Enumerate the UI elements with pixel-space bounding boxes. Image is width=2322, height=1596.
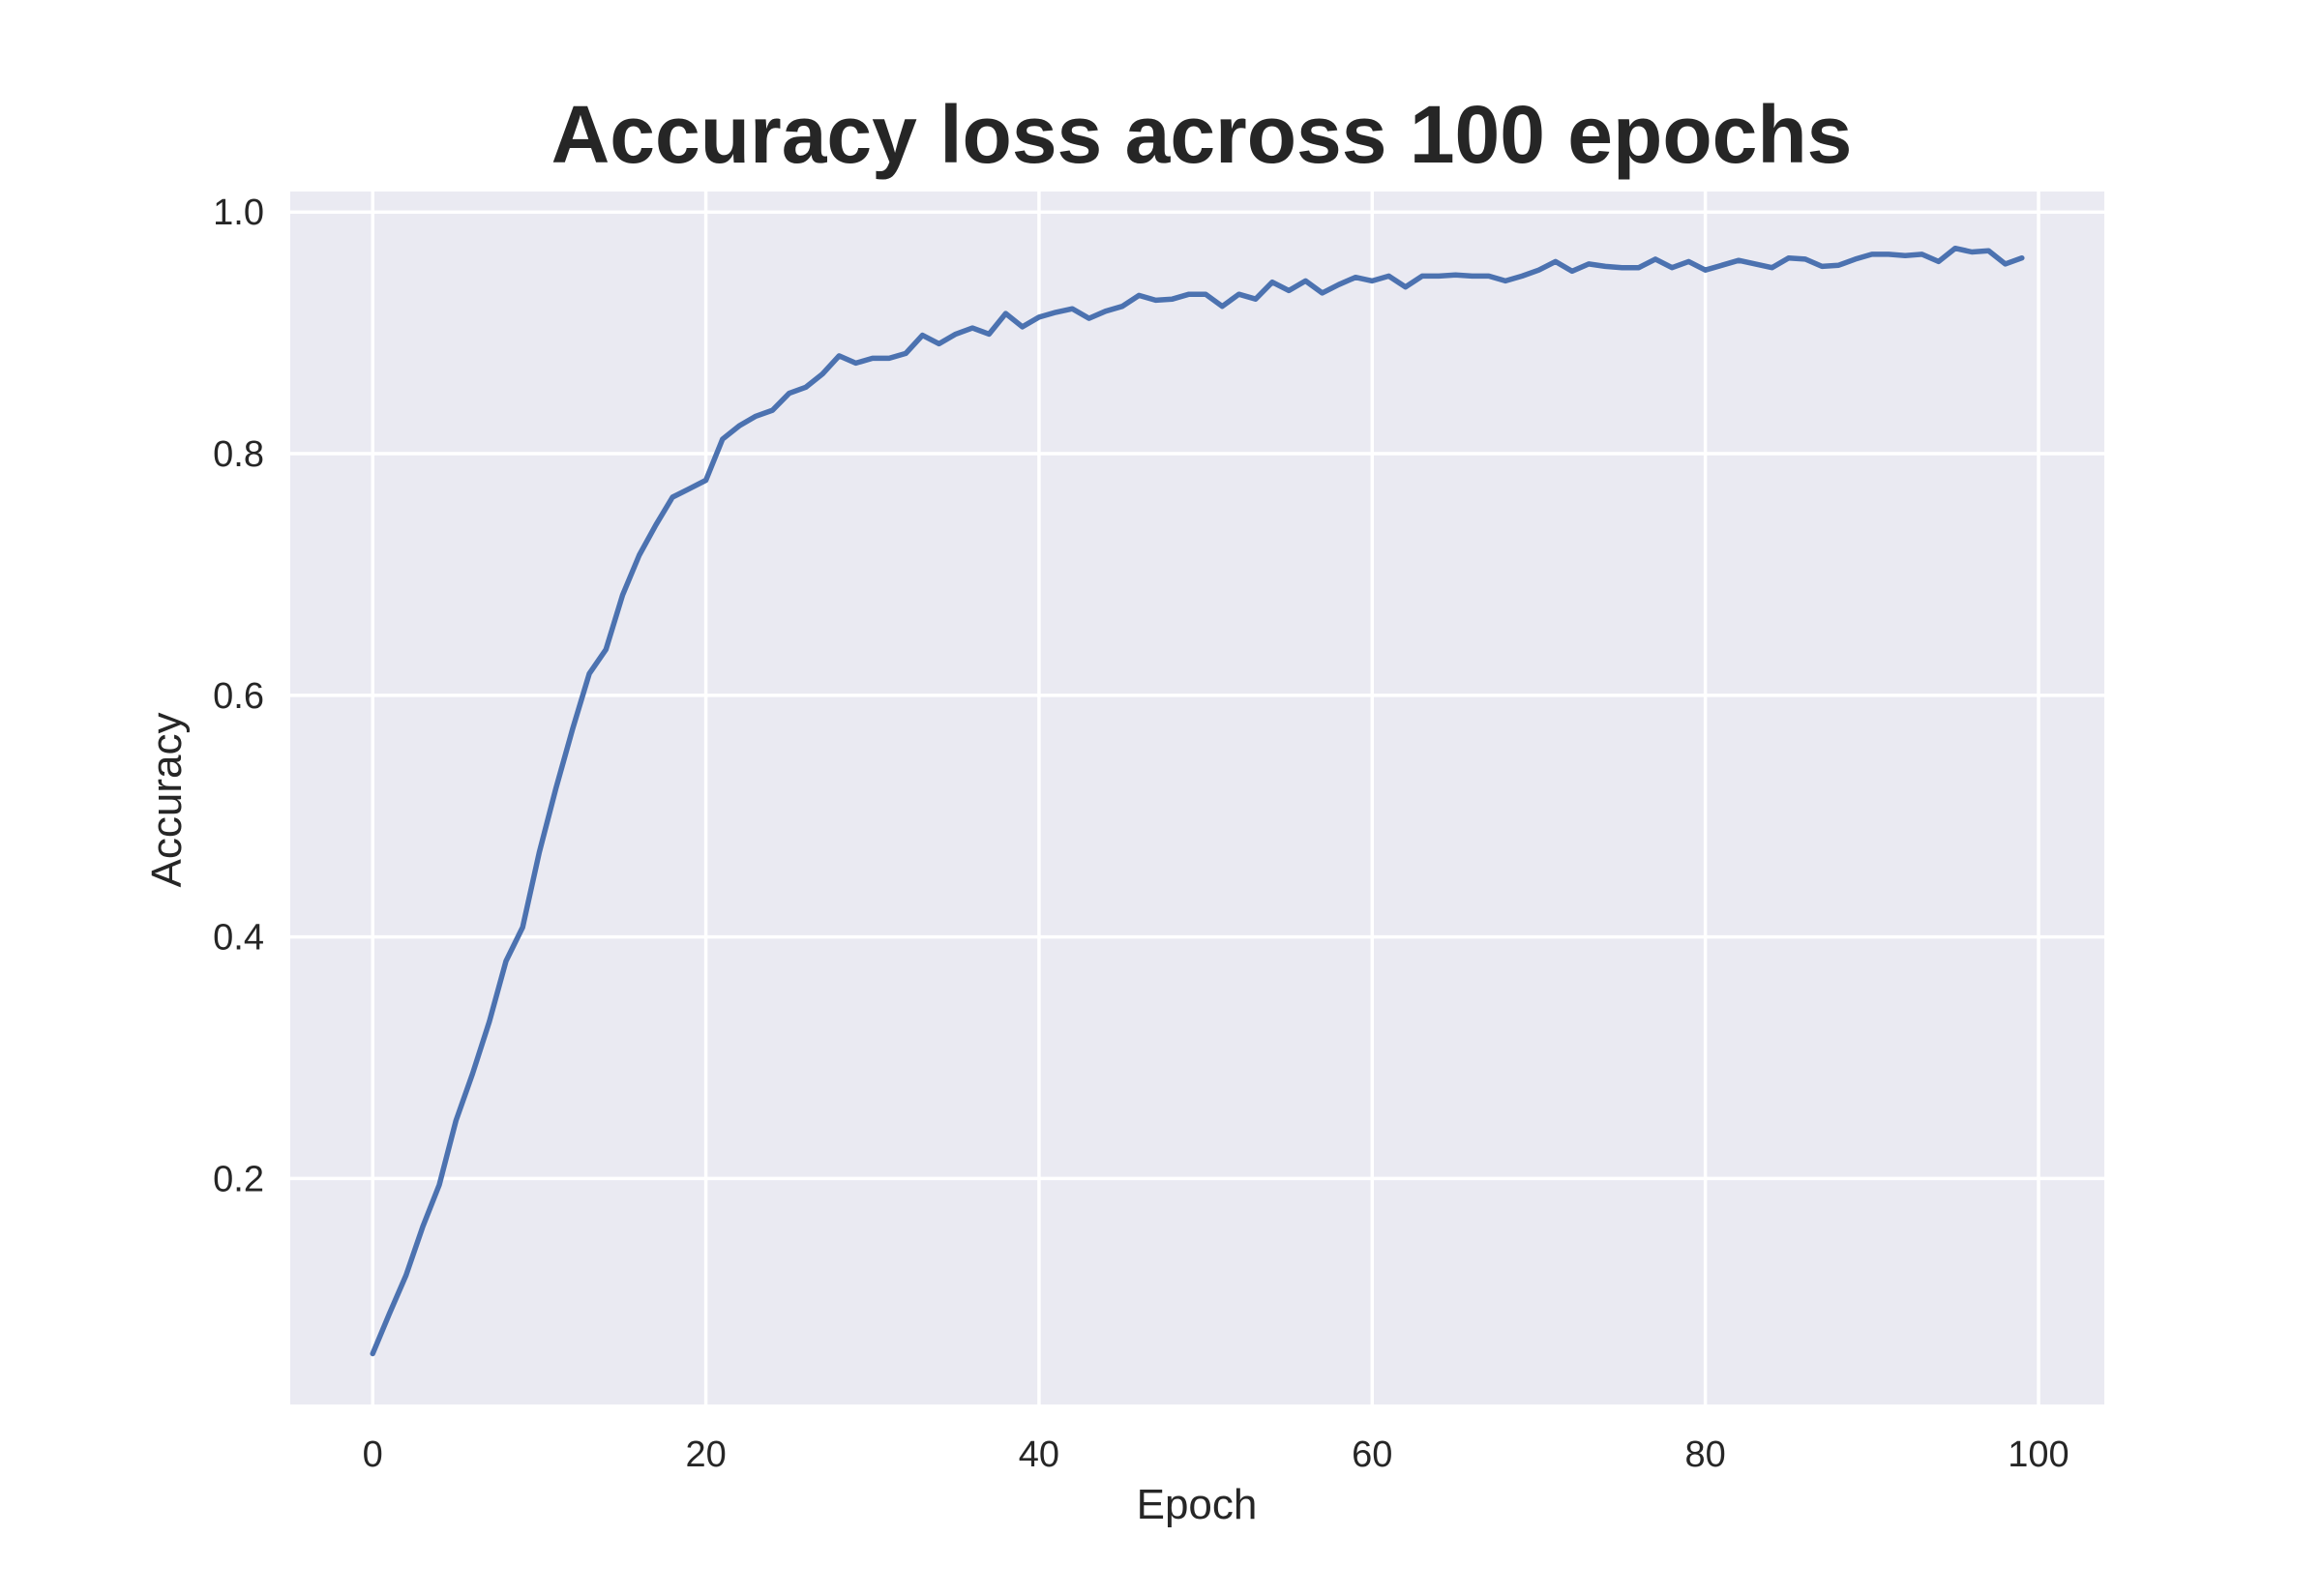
y-tick-label: 1.0 [213, 192, 264, 233]
accuracy-series-line [370, 245, 2025, 1357]
x-axis-label: Epoch [1137, 1481, 1258, 1528]
plot-area [290, 192, 2104, 1404]
x-tick-labels: 0 20 40 60 80 100 [363, 1434, 2069, 1475]
y-tick-label: 0.8 [213, 434, 264, 475]
y-tick-label: 0.4 [213, 918, 264, 959]
y-axis-label: Accuracy [143, 713, 191, 888]
y-tick-label: 0.2 [213, 1159, 264, 1199]
chart-title: Accuracy loss across 100 epochs [551, 89, 1853, 180]
x-gridlines [371, 192, 2040, 1404]
x-tick-label: 80 [1684, 1434, 1725, 1475]
x-tick-label: 100 [2008, 1434, 2069, 1475]
x-tick-label: 20 [685, 1434, 726, 1475]
x-tick-label: 60 [1352, 1434, 1392, 1475]
y-tick-label: 0.6 [213, 676, 264, 717]
x-tick-label: 40 [1019, 1434, 1059, 1475]
y-tick-labels: 0.2 0.4 0.6 0.8 1.0 [213, 192, 264, 1199]
plot-background [290, 192, 2104, 1404]
x-tick-label: 0 [363, 1434, 383, 1475]
series-layer [370, 245, 2025, 1357]
y-gridlines [290, 210, 2104, 1181]
